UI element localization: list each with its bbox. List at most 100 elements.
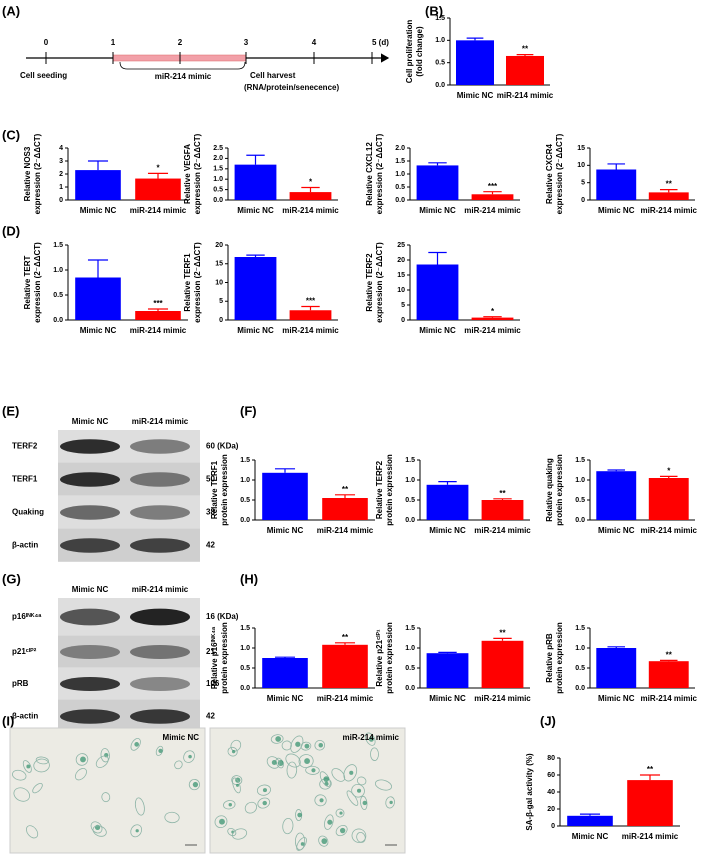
y-tick-label: 1.5: [575, 457, 585, 464]
bar: [234, 164, 277, 200]
panel-label: (B): [425, 3, 443, 18]
x-tick-label: miR-214 mimic: [282, 326, 339, 335]
error-bar: [659, 659, 678, 662]
cell: [286, 761, 298, 779]
y-axis-label: expression (2⁻ΔΔCT): [33, 133, 42, 214]
blot-protein: p21ᶜᴵᴾ²: [12, 647, 37, 656]
stain: [297, 812, 302, 818]
x-tick-label: Mimic NC: [237, 206, 274, 215]
cell: [314, 794, 327, 807]
y-tick-label: 0.5: [435, 60, 445, 67]
timeline-text: (RNA/protein/senecence): [244, 83, 339, 92]
x-tick-label: Mimic NC: [457, 91, 494, 100]
bar: [456, 40, 494, 85]
error-bar: [147, 308, 169, 311]
y-tick-label: 5: [219, 298, 223, 305]
blot-protein: pRB: [12, 679, 29, 688]
y-tick-label: 0: [551, 823, 555, 830]
y-tick-label: 2.0: [395, 145, 405, 152]
cell: [365, 732, 376, 746]
blot-band: [60, 644, 120, 660]
y-tick-label: 1.0: [240, 645, 250, 652]
blot-protein: TERF2: [12, 442, 38, 451]
significance: **: [499, 489, 506, 498]
stain: [231, 830, 235, 834]
stain: [323, 776, 330, 782]
y-tick-label: 15: [397, 272, 405, 279]
panel-label: (A): [2, 3, 20, 18]
bar: [471, 317, 514, 320]
bar: [75, 170, 121, 200]
y-tick-label: 3: [59, 158, 63, 165]
error-bar: [607, 646, 626, 648]
significance: *: [156, 163, 160, 172]
y-tick-label: 5: [401, 302, 405, 309]
blot-band: [60, 709, 120, 724]
error-bar: [87, 160, 109, 171]
x-tick-label: Mimic NC: [419, 206, 456, 215]
significance: *: [667, 467, 671, 476]
y-tick-label: 15: [215, 261, 223, 268]
bar: [506, 55, 544, 85]
significance: **: [499, 629, 506, 638]
blot-band: [130, 676, 190, 692]
y-tick-label: 0.0: [435, 82, 445, 89]
stain: [235, 783, 239, 787]
x-tick-label: miR-214 mimic: [641, 526, 698, 535]
cell: [95, 755, 109, 768]
cell: [374, 779, 392, 791]
cell: [214, 815, 228, 829]
y-tick-label: 20: [215, 242, 223, 249]
bar: [648, 661, 689, 688]
cell: [331, 768, 346, 782]
cell: [290, 735, 304, 753]
y-tick-label: 40: [547, 789, 555, 796]
image-label: miR-214 mimic: [343, 733, 400, 742]
panel-label: (C): [2, 127, 20, 142]
x-tick-label: miR-214 mimic: [464, 206, 521, 215]
y-axis-label: protein expression: [385, 622, 394, 694]
bar: [416, 264, 459, 320]
stain: [295, 741, 301, 747]
error-bar: [438, 481, 457, 485]
y-tick-label: 10: [577, 162, 585, 169]
error-bar: [659, 189, 678, 193]
cell: [183, 750, 195, 763]
stain: [368, 736, 374, 742]
cell: [335, 808, 345, 818]
blot-size: 38: [206, 508, 215, 517]
y-tick-label: 0.0: [240, 685, 250, 692]
stain: [339, 827, 346, 834]
y-tick-label: 1.0: [395, 171, 405, 178]
blot-column: Mimic NC: [72, 585, 109, 594]
blot-size: 42: [206, 541, 215, 550]
bar: [135, 178, 181, 200]
stain: [231, 750, 236, 754]
cell: [232, 777, 241, 794]
cell: [130, 824, 143, 838]
image-label: Mimic NC: [163, 733, 200, 742]
cell: [13, 787, 31, 802]
x-tick-label: miR-214 mimic: [130, 326, 187, 335]
y-tick-label: 0.5: [240, 497, 250, 504]
x-tick-label: miR-214 mimic: [464, 326, 521, 335]
cell: [244, 801, 258, 814]
y-tick-label: 1.5: [240, 625, 250, 632]
significance: **: [666, 651, 673, 660]
y-axis-label: protein expression: [385, 454, 394, 526]
stain: [135, 829, 139, 833]
y-axis-label: expression (2⁻ΔΔCT): [193, 133, 202, 214]
significance: *: [309, 178, 313, 187]
bar: [471, 194, 514, 200]
cell: [314, 739, 326, 751]
stain: [319, 798, 324, 803]
y-tick-label: 15: [577, 145, 585, 152]
stain: [134, 742, 140, 747]
x-tick-label: Mimic NC: [429, 694, 466, 703]
error-bar: [147, 172, 169, 179]
error-bar: [659, 475, 678, 478]
timeline-text: Cell seeding: [20, 71, 67, 80]
blot-band: [60, 608, 120, 626]
cell: [134, 797, 145, 816]
error-bar: [483, 316, 502, 318]
